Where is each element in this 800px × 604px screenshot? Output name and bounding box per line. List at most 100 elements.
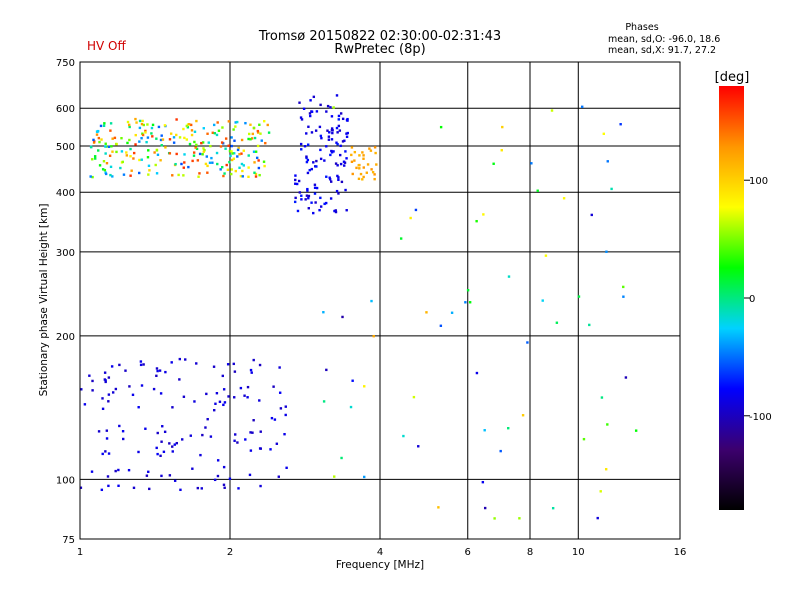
data-point (373, 173, 376, 176)
data-point (171, 406, 174, 409)
data-point (343, 139, 346, 142)
data-point (223, 172, 226, 175)
data-point (315, 110, 319, 113)
grid-lines (80, 62, 680, 539)
data-point (551, 506, 555, 510)
data-point (183, 153, 186, 156)
data-point (209, 435, 213, 438)
data-point (361, 178, 364, 181)
data-point (147, 164, 151, 168)
data-point (336, 131, 339, 134)
data-point (236, 441, 239, 444)
data-point (164, 146, 167, 149)
data-point (121, 430, 125, 433)
data-point (118, 363, 121, 367)
data-point (600, 396, 604, 399)
data-point (206, 171, 209, 174)
data-point (126, 141, 129, 145)
data-point (353, 150, 357, 154)
data-point (220, 141, 224, 144)
data-point (345, 135, 349, 138)
data-point (91, 175, 94, 179)
data-point (350, 146, 354, 149)
data-point (536, 189, 539, 192)
data-point (158, 369, 162, 372)
data-point (315, 159, 318, 163)
data-point (425, 311, 428, 314)
data-point (263, 119, 266, 123)
data-point (362, 157, 365, 160)
colorbar-label: [deg] (715, 70, 750, 85)
data-point (243, 394, 246, 397)
y-axis-ticks: 75 100 200 300 400 500 600 750 (56, 58, 75, 546)
data-point (236, 148, 240, 152)
data-point (306, 189, 309, 192)
data-point (526, 341, 529, 344)
data-point (247, 154, 250, 157)
data-point (156, 153, 160, 156)
data-point (353, 159, 356, 162)
data-point (197, 175, 200, 178)
data-point (223, 401, 227, 404)
data-point (307, 194, 311, 198)
data-point (298, 191, 302, 194)
data-point (358, 154, 361, 157)
data-point (91, 379, 94, 383)
data-point (129, 147, 132, 151)
data-point (255, 156, 259, 160)
data-point (294, 182, 297, 185)
data-point (230, 172, 233, 176)
data-point (146, 136, 150, 139)
data-point (310, 201, 313, 204)
x-tick-label: 4 (377, 547, 383, 558)
data-point (155, 172, 159, 175)
y-tick-label: 300 (56, 248, 75, 259)
data-point (126, 120, 130, 124)
data-point (310, 167, 314, 171)
data-point (259, 430, 262, 433)
data-point (305, 156, 308, 160)
y-tick-label: 100 (56, 475, 75, 486)
data-point (212, 365, 216, 368)
data-point (226, 168, 230, 171)
data-point (315, 165, 318, 168)
data-point (159, 159, 162, 162)
data-point (160, 474, 163, 478)
data-point (270, 416, 274, 420)
data-point (309, 114, 312, 118)
data-point (634, 429, 638, 432)
colorbar-tick-label: 100 (749, 176, 768, 187)
data-point (335, 141, 338, 144)
data-point (357, 164, 360, 167)
data-point (182, 166, 185, 169)
data-point (237, 487, 240, 490)
data-point (322, 400, 326, 403)
data-point (239, 386, 243, 390)
data-point (172, 141, 176, 144)
data-point (332, 106, 335, 109)
data-point (233, 396, 236, 399)
data-point (186, 126, 190, 129)
data-point (338, 129, 342, 132)
data-point (343, 164, 346, 167)
data-point (264, 141, 267, 145)
data-point (412, 395, 416, 399)
data-point (355, 166, 358, 170)
data-point (107, 484, 110, 488)
data-point (340, 180, 344, 184)
data-point (104, 142, 107, 145)
data-point (199, 453, 202, 457)
data-point (312, 211, 315, 215)
colorbar (719, 86, 744, 510)
data-point (179, 488, 182, 492)
data-point (214, 402, 217, 405)
data-point (182, 395, 186, 398)
data-point (171, 445, 174, 448)
data-point (151, 135, 154, 138)
data-point (577, 295, 581, 298)
data-point (205, 155, 209, 158)
data-point (111, 391, 115, 394)
data-point (226, 363, 230, 366)
data-point (119, 166, 122, 170)
